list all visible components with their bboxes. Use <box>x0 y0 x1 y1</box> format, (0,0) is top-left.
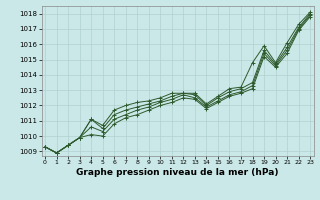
X-axis label: Graphe pression niveau de la mer (hPa): Graphe pression niveau de la mer (hPa) <box>76 168 279 177</box>
